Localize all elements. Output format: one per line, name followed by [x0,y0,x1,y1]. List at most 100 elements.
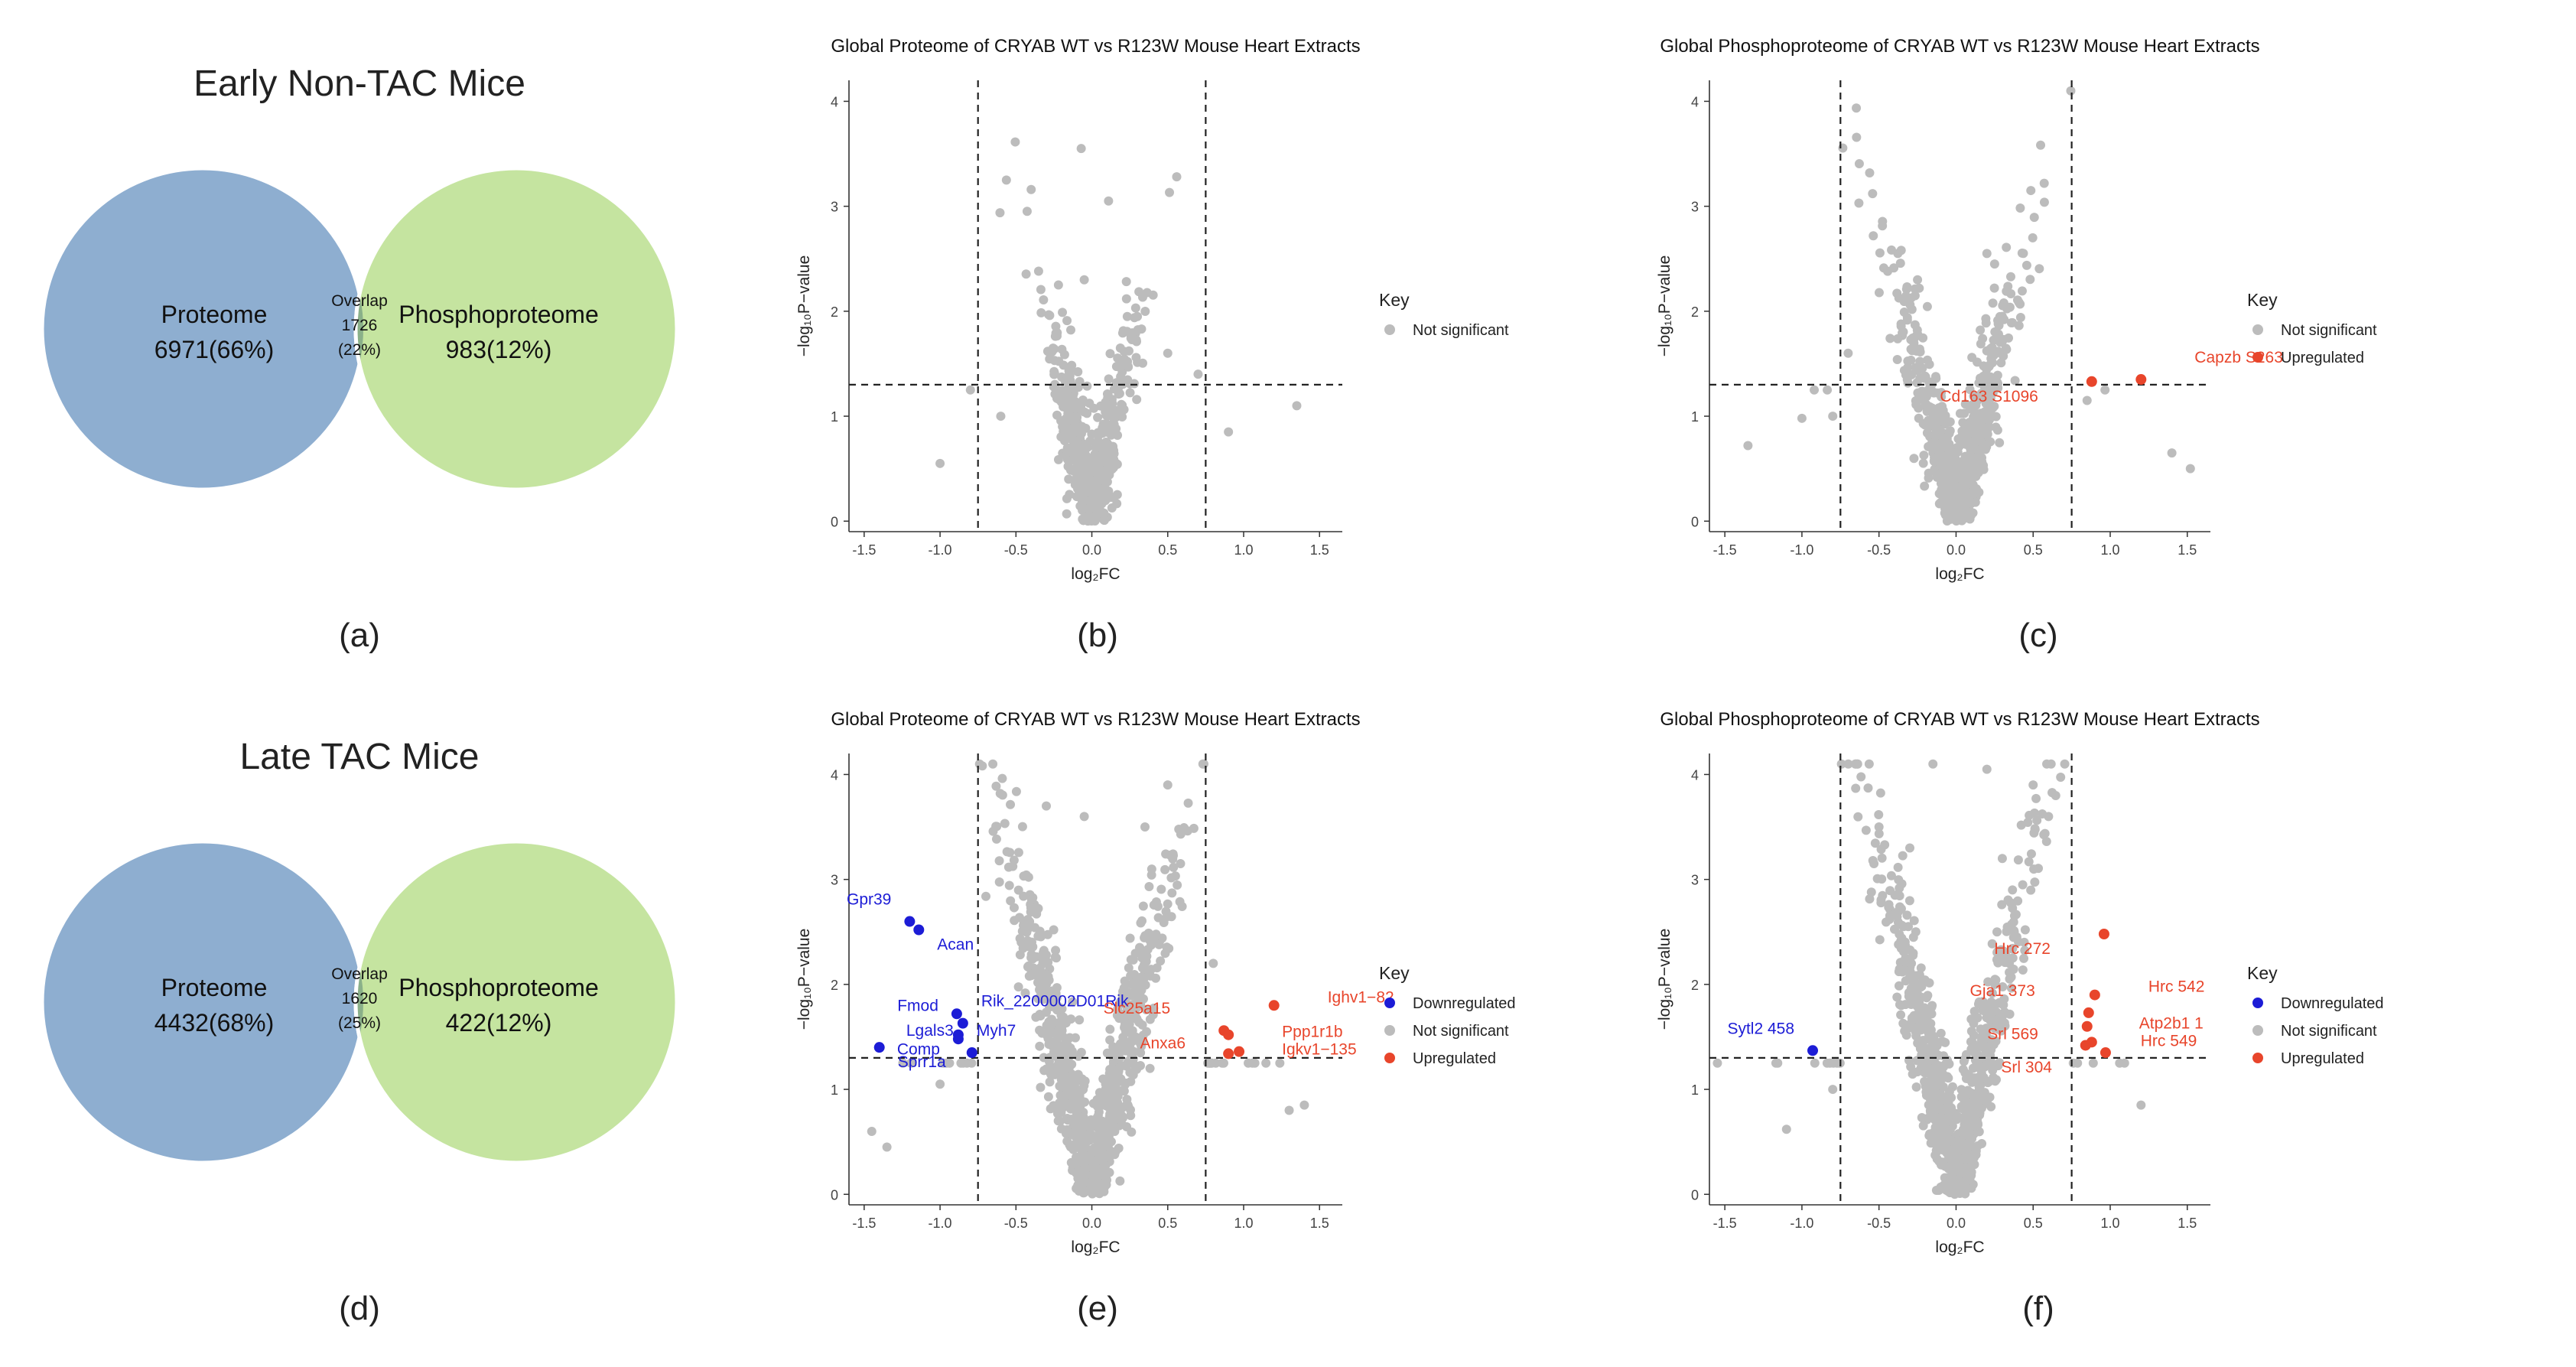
panel-label: (b) [1077,617,1118,654]
venn-overlap-percent: (22%) [338,341,381,359]
point [1928,1047,1938,1057]
point [2015,299,2025,309]
point [1960,492,1969,502]
y-tick-label: 4 [1691,94,1699,109]
point [1062,1136,1072,1146]
point [1936,1115,1946,1125]
point [1895,259,1905,269]
point [1122,1095,1132,1105]
point [1863,783,1873,793]
point [1075,455,1085,465]
point [1987,343,1997,353]
point [1129,379,1139,389]
point [2002,242,2012,252]
point [1017,822,1027,832]
point [1093,412,1103,422]
point [1940,1134,1950,1144]
point [1026,894,1036,904]
point [1107,503,1117,513]
y-tick-label: 0 [831,514,838,529]
point [1771,1058,1781,1068]
point [1193,369,1203,379]
significant-point [966,1047,977,1059]
point [1907,959,1917,968]
point [1093,1182,1103,1192]
point-label: Rik_2200002D01Rik [981,993,1129,1011]
point [1966,488,1976,498]
x-tick-label: 0.0 [1082,542,1101,558]
point [1878,216,1888,226]
point [1088,1121,1098,1131]
point [1139,974,1149,984]
significant-point [2083,1007,2094,1018]
point [1976,1062,1986,1072]
point [1173,880,1182,890]
point [2024,857,2034,867]
point-label: Myh7 [977,1022,1016,1040]
point [1953,470,1963,480]
point [1020,988,1030,998]
legend-swatch [2252,1053,2263,1063]
point [1050,389,1060,399]
point [2006,898,2016,908]
point [1140,822,1150,832]
point [1894,875,1904,885]
point [2018,965,2028,975]
point [1058,386,1068,395]
x-tick-label: -0.5 [1004,1216,1028,1231]
point [1147,965,1156,975]
point [974,759,984,769]
point [1111,412,1121,422]
point [1956,484,1966,494]
point [1887,245,1897,255]
point [1049,369,1059,379]
point [1843,348,1853,358]
point [1929,1075,1939,1085]
point [1059,1082,1069,1092]
point [1947,511,1956,521]
point [1038,955,1048,965]
point [1987,1014,1997,1024]
point [1922,406,1932,416]
point [1953,1186,1963,1196]
point [1982,1032,1992,1042]
point-label: Acan [937,936,974,954]
point [2023,818,2033,828]
point-label: Hrc 542 [2148,978,2205,996]
significant-point [1223,1029,1234,1040]
point [1000,819,1010,828]
x-tick-label: 1.0 [1234,542,1253,558]
x-tick-label: -1.5 [852,1216,876,1231]
legend-label: Not significant [1413,322,1509,339]
point [1075,1098,1085,1108]
venn-overlap [353,841,363,1163]
legend-title: Key [1379,290,1410,310]
legend-swatch [1384,1053,1395,1063]
point [1078,483,1088,493]
point [1936,1028,1946,1038]
point [938,1058,948,1068]
point [1142,1027,1152,1037]
point [1966,510,1976,520]
venn-overlap-value: 1620 [342,990,378,1007]
point [1986,353,1996,363]
point [1124,963,1134,973]
point [1049,382,1059,392]
point-label: Sytl2 458 [1727,1020,1794,1037]
point [1958,418,1968,428]
point [997,790,1007,800]
point [1889,924,1899,934]
point [1010,916,1020,926]
point [1884,902,1894,912]
x-tick-label: -1.0 [929,542,952,558]
point [1116,372,1126,382]
significant-point [2081,1020,2093,1032]
point [1919,451,1929,461]
point [1026,907,1036,917]
x-tick-label: -1.5 [852,542,876,558]
point [1059,1102,1068,1112]
point [1117,328,1127,338]
point [1106,1123,1116,1133]
point [988,826,998,836]
